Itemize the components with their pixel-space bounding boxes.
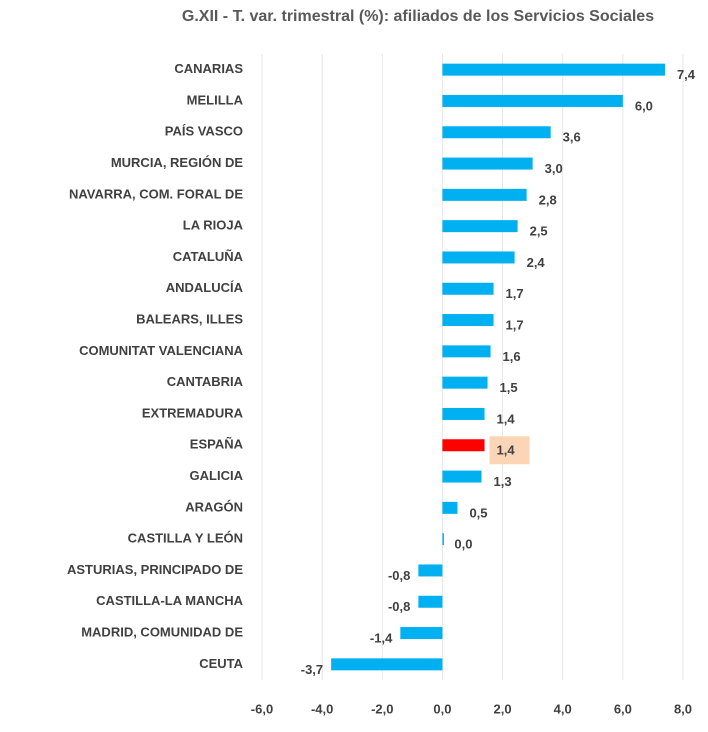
- label-background: [489, 436, 530, 465]
- value-label: 1,7: [506, 286, 524, 301]
- y-tick-label: CEUTA: [199, 656, 243, 671]
- bar: [442, 63, 665, 76]
- x-tick-label: 2,0: [494, 701, 512, 716]
- bar: [442, 314, 494, 327]
- bar: [442, 345, 491, 358]
- y-tick-label: BALEARS, ILLES: [136, 311, 243, 326]
- value-label: 6,0: [635, 98, 653, 113]
- bar: [442, 533, 444, 546]
- x-tick-label: 4,0: [554, 701, 572, 716]
- x-tick-label: 6,0: [614, 701, 632, 716]
- value-label: 2,5: [530, 224, 548, 239]
- value-label: -0,8: [388, 599, 410, 614]
- chart-title: G.XII - T. var. trimestral (%): afiliado…: [181, 8, 655, 25]
- bar: [442, 470, 482, 483]
- y-tick-label: ANDALUCÍA: [166, 280, 244, 295]
- x-tick-label: 8,0: [674, 701, 692, 716]
- y-tick-label: CANTABRIA: [167, 374, 244, 389]
- value-label: -0,8: [388, 568, 410, 583]
- bar: [442, 407, 485, 420]
- y-tick-label: MADRID, COMUNIDAD DE: [81, 624, 243, 639]
- bar: [442, 94, 623, 107]
- value-label: 2,4: [527, 255, 546, 270]
- y-tick-label: LA RIOJA: [183, 218, 244, 233]
- bar: [331, 658, 443, 671]
- value-label: 0,0: [454, 537, 472, 552]
- value-label: 1,4: [497, 411, 516, 426]
- bar: [442, 439, 485, 452]
- bar: [442, 188, 527, 201]
- value-label: 2,8: [539, 192, 557, 207]
- bar: [442, 220, 518, 233]
- x-tick-label: -6,0: [251, 701, 273, 716]
- x-tick-label: 0,0: [433, 701, 451, 716]
- y-tick-label: ESPAÑA: [190, 437, 244, 452]
- bar: [442, 376, 488, 389]
- y-tick-label: MURCIA, REGIÓN DE: [111, 155, 244, 170]
- value-label: 3,0: [545, 161, 563, 176]
- value-label: 1,3: [494, 474, 512, 489]
- value-label: -1,4: [370, 630, 393, 645]
- value-label: -3,7: [301, 662, 323, 677]
- value-label: 7,4: [677, 67, 696, 82]
- value-label: 1,6: [503, 349, 521, 364]
- bar: [400, 627, 443, 640]
- bar: [442, 126, 551, 139]
- x-tick-label: -4,0: [311, 701, 333, 716]
- y-tick-label: COMUNITAT VALENCIANA: [79, 343, 244, 358]
- bar: [442, 282, 494, 295]
- y-tick-label: ASTURIAS, PRINCIPADO DE: [67, 562, 243, 577]
- y-tick-label: MELILLA: [187, 92, 244, 107]
- y-tick-label: CASTILLA-LA MANCHA: [96, 593, 243, 608]
- bar: [442, 251, 515, 264]
- x-tick-label: -2,0: [371, 701, 393, 716]
- value-label: 1,5: [500, 380, 518, 395]
- bar: [442, 501, 458, 514]
- y-tick-label: CATALUÑA: [173, 249, 244, 264]
- bar: [418, 564, 443, 577]
- y-tick-label: EXTREMADURA: [142, 405, 244, 420]
- y-tick-label: NAVARRA, COM. FORAL DE: [69, 186, 243, 201]
- y-tick-label: CASTILLA Y LEÓN: [128, 531, 243, 546]
- value-label: 3,6: [563, 130, 581, 145]
- value-label: 1,7: [506, 317, 524, 332]
- y-tick-label: GALICIA: [190, 468, 244, 483]
- value-label: 1,4: [497, 443, 516, 458]
- y-tick-label: CANARIAS: [174, 61, 243, 76]
- y-tick-label: ARAGÓN: [185, 499, 243, 514]
- bar: [418, 595, 443, 608]
- value-label: 0,5: [469, 505, 487, 520]
- y-tick-label: PAÍS VASCO: [165, 124, 243, 139]
- bar: [442, 157, 533, 170]
